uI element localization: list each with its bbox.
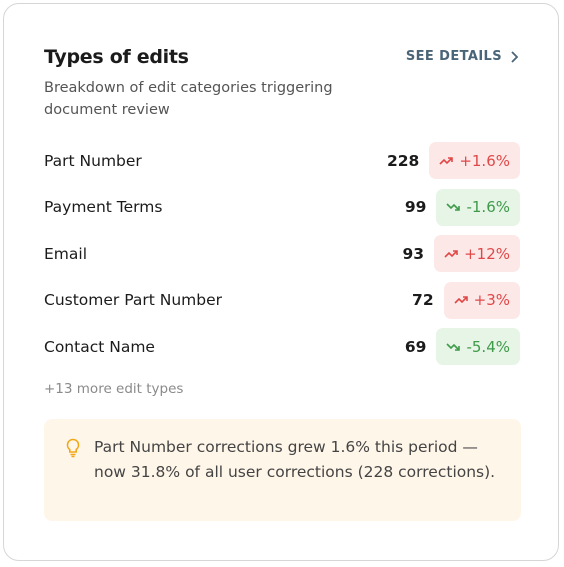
edit-count: 93 — [402, 244, 425, 263]
trend-icon — [446, 203, 461, 211]
trend-arrow — [439, 156, 454, 165]
edit-count: 72 — [412, 291, 434, 309]
edit-count: 228 — [386, 151, 420, 170]
card: Types of edits SEE DETAILS Breakdown of … — [3, 3, 559, 561]
bulb-icon — [66, 438, 80, 458]
title: Types of edits — [44, 46, 189, 68]
more-link[interactable]: +13 more edit types — [44, 381, 184, 397]
insight-text: Part Number corrections grew 1.6% this p… — [94, 438, 496, 481]
edit-label: Part Number — [44, 151, 142, 170]
trend-icon — [446, 342, 461, 351]
header: Types of edits SEE DETAILS Breakdown of … — [44, 46, 518, 121]
trend-icon — [439, 156, 454, 165]
trend-icon — [444, 249, 458, 258]
trend-badge: +1.6% — [429, 142, 520, 179]
trend-badge: +12% — [434, 235, 520, 272]
trend-badge: -1.6% — [436, 188, 520, 226]
trend-badge: +3% — [443, 281, 520, 319]
trend-arrow — [446, 203, 461, 211]
trend-arrow — [444, 249, 458, 258]
edit-label: Customer Part Number — [44, 291, 223, 309]
trend-change: -1.6% — [466, 198, 510, 216]
trend-change: +3% — [473, 291, 510, 309]
edit-count: 99 — [404, 198, 427, 216]
see-details[interactable]: SEE DETAILS — [406, 49, 518, 64]
chevron[interactable] — [510, 50, 518, 63]
trend-change: -5.4% — [466, 337, 510, 356]
trend-arrow — [446, 342, 461, 351]
subtitle: Breakdown of edit categories triggering … — [44, 80, 333, 118]
edit-label: Payment Terms — [44, 198, 163, 216]
edit-row: Part Number 228 +1.6% — [44, 142, 520, 179]
edit-row: Contact Name 69 -5.4% — [44, 328, 520, 365]
trend-change: +12% — [464, 244, 510, 263]
rows: Part Number 228 +1.6% Payment Terms 99 -1.6% E… — [44, 142, 520, 375]
trend-icon — [454, 296, 468, 304]
insight: Part Number corrections grew 1.6% this p… — [44, 419, 521, 521]
edit-row: Payment Terms 99 -1.6% — [44, 188, 520, 226]
edit-label: Contact Name — [44, 337, 155, 356]
edit-row: Email 93 +12% — [44, 235, 520, 272]
trend-badge: -5.4% — [436, 328, 520, 365]
trend-arrow — [454, 296, 468, 304]
edit-label: Email — [44, 244, 88, 263]
edit-count: 69 — [404, 337, 427, 356]
trend-change: +1.6% — [459, 151, 510, 170]
see-details-text[interactable]: SEE DETAILS — [405, 49, 502, 64]
edit-row: Customer Part Number 72 +3% — [44, 281, 520, 319]
